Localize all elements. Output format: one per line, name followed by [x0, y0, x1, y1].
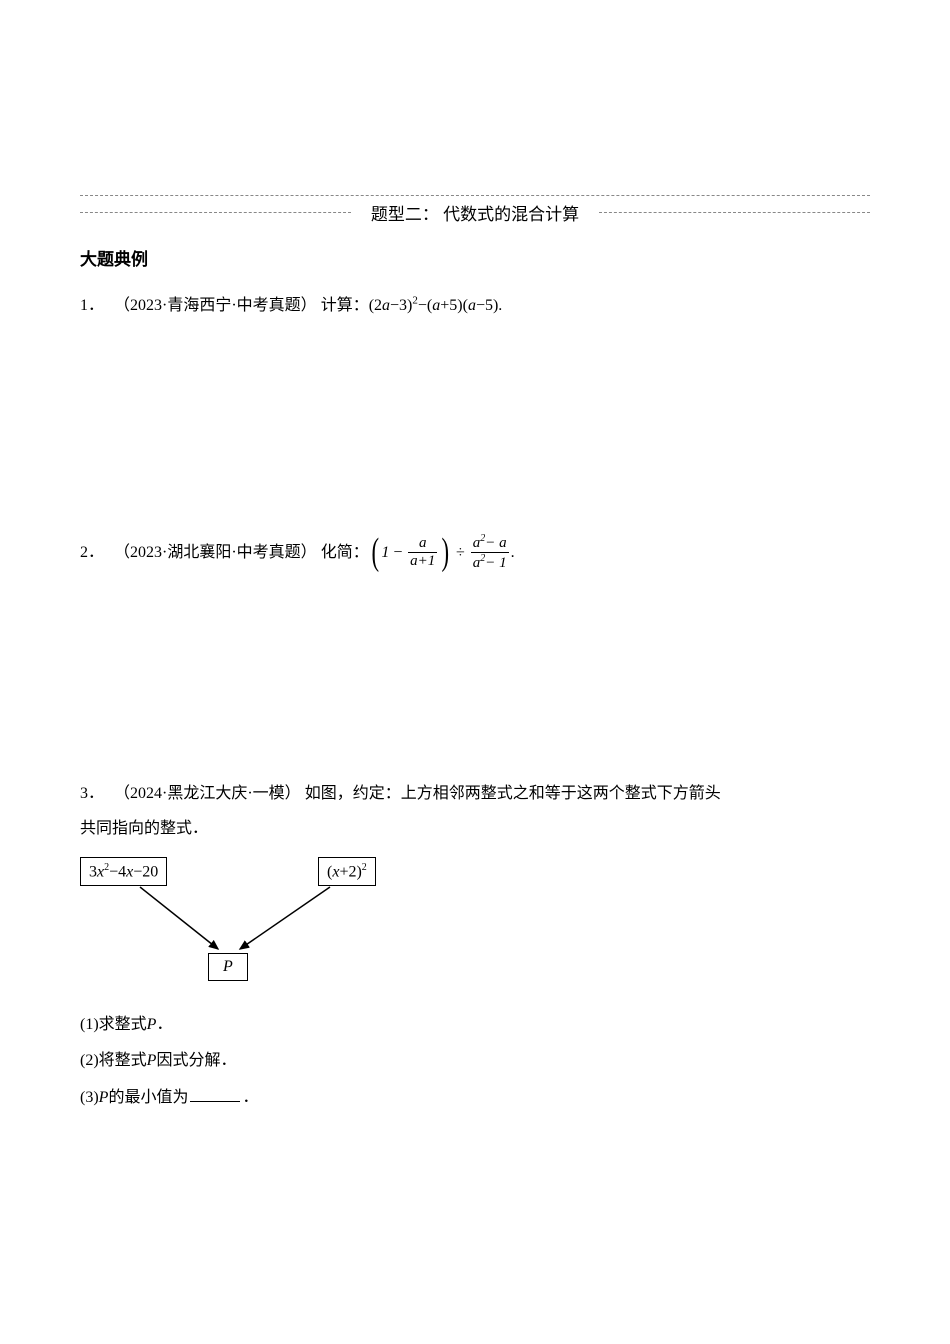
dashed-left — [80, 212, 351, 213]
p2f2dm: − 1 — [485, 555, 506, 571]
p2-period: . — [511, 535, 515, 570]
p1-a8: a — [468, 297, 476, 314]
p1-a9: −5). — [476, 297, 502, 314]
p3s2-var: P — [147, 1052, 157, 1069]
problem-2: 2． （2023·湖北襄阳·中考真题） 化简： ( 1 − a a+1 ) ÷ … — [80, 533, 870, 571]
section-title: 题型二： 代数式的混合计算 — [351, 200, 599, 225]
gap-1 — [80, 363, 870, 533]
p3s1-suffix: ． — [156, 1016, 172, 1033]
problem-3-sub3: (3)P的最小值为 ． — [80, 1080, 870, 1117]
problem-2-expr: ( 1 − a a+1 ) ÷ a2− a a2− 1 . — [369, 533, 515, 571]
p3s2-suffix: 因式分解． — [156, 1052, 236, 1069]
arrow-left — [140, 887, 218, 949]
p3s1-var: P — [147, 1016, 157, 1033]
p2-frac2-num: a2− a — [471, 533, 509, 552]
p1-a5: −( — [418, 297, 432, 314]
p2f2nm: − a — [485, 535, 506, 551]
p2-f1d-p: +1 — [418, 553, 436, 569]
section-title-row: 题型二： 代数式的混合计算 — [80, 200, 870, 225]
problem-3-num: 3． — [80, 776, 104, 811]
problem-1-label: 计算： — [321, 288, 369, 323]
problem-3-sub2: (2)将整式P因式分解． — [80, 1043, 870, 1080]
p2-lparen: ( — [371, 533, 379, 571]
problem-2-line: 2． （2023·湖北襄阳·中考真题） 化简： ( 1 − a a+1 ) ÷ … — [80, 533, 870, 571]
heading-examples: 大题典例 — [80, 245, 870, 270]
problem-1-line: 1． （2023·青海西宁·中考真题） 计算： (2a−3)2−(a+5)(a−… — [80, 288, 870, 323]
p1-a7: +5)( — [440, 297, 468, 314]
section-divider: 题型二： 代数式的混合计算 — [80, 195, 870, 225]
dashed-right — [599, 212, 870, 213]
gap-2 — [80, 611, 870, 776]
problem-3-line1: 3． （2024·黑龙江大庆·一模） 如图，约定：上方相邻两整式之和等于这两个整… — [80, 776, 870, 811]
arrow-right — [240, 887, 330, 949]
p2-f1d-a: a — [410, 553, 418, 569]
problem-3-source: （2024·黑龙江大庆·一模） — [114, 776, 301, 811]
problem-3-line2: 共同指向的整式． — [80, 811, 870, 846]
problem-3-sub1: (1)求整式P． — [80, 1007, 870, 1044]
problem-3: 3． （2024·黑龙江大庆·一模） 如图，约定：上方相邻两整式之和等于这两个整… — [80, 776, 870, 846]
p2-minus: − — [389, 535, 406, 570]
p3s2-prefix: (2)将整式 — [80, 1052, 147, 1069]
diagram-arrows — [80, 857, 400, 987]
problem-1-num: 1． — [80, 288, 104, 323]
p3s3-prefix: (3) — [80, 1089, 99, 1106]
p3s3-suffix: ． — [242, 1089, 258, 1106]
p2-frac1-num: a — [417, 535, 429, 552]
p3s1-prefix: (1)求整式 — [80, 1016, 147, 1033]
p2-frac1-den: a+1 — [408, 553, 437, 570]
p2-one: 1 — [381, 535, 389, 570]
p3s3-mid: 的最小值为 — [108, 1089, 188, 1106]
problem-1: 1． （2023·青海西宁·中考真题） 计算： (2a−3)2−(a+5)(a−… — [80, 288, 870, 323]
p2-div: ÷ — [452, 535, 469, 570]
problem-1-expr: (2a−3)2−(a+5)(a−5). — [369, 288, 503, 323]
problem-2-label: 化简： — [321, 535, 369, 570]
p1-a2: a — [382, 297, 390, 314]
problem-2-num: 2． — [80, 535, 104, 570]
p1-a3: −3) — [390, 297, 412, 314]
p2-rparen: ) — [442, 533, 450, 571]
problem-3-text2: 共同指向的整式． — [80, 811, 208, 846]
p2-frac2: a2− a a2− 1 — [471, 533, 509, 571]
p2-frac1: a a+1 — [408, 535, 437, 569]
problem-3-text1: 如图，约定：上方相邻两整式之和等于这两个整式下方箭头 — [305, 776, 721, 811]
problem-3-diagram: 3x2−4x−20 (x+2)2 P — [80, 857, 400, 987]
p1-a1: (2 — [369, 297, 382, 314]
p2-frac2-den: a2− 1 — [471, 553, 509, 572]
p3s3-blank — [190, 1086, 240, 1102]
problem-1-source: （2023·青海西宁·中考真题） — [114, 288, 317, 323]
problem-2-source: （2023·湖北襄阳·中考真题） — [114, 535, 317, 570]
dashed-line-top — [80, 195, 870, 196]
p3s3-var: P — [99, 1089, 109, 1106]
